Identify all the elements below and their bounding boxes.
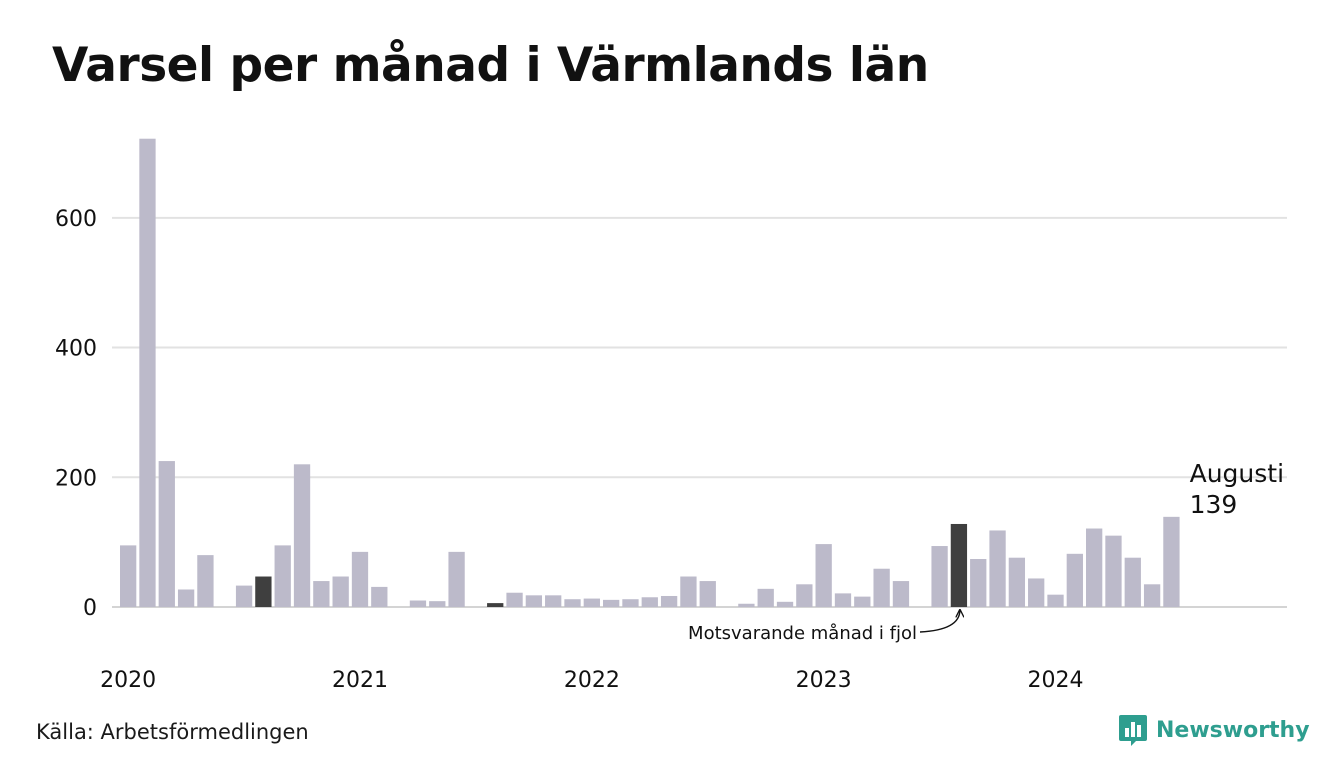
x-tick-label: 2024 [1028,668,1084,693]
chart-title: Varsel per månad i Värmlands län [52,38,929,93]
bar [1008,557,1026,607]
highlight-value-label: 139 [1190,490,1238,519]
y-tick-label: 400 [55,337,97,362]
bar [660,595,678,607]
bar [1028,578,1045,607]
bar [1066,553,1083,607]
bar [351,551,369,607]
y-tick-label: 0 [83,596,97,621]
x-tick-label: 2023 [796,668,852,693]
bar [815,544,832,607]
bar [989,530,1006,607]
bar [235,585,253,607]
bar [197,555,214,607]
bar [873,568,890,607]
bar [1105,535,1122,607]
bar [1163,516,1180,607]
comparison-bar [255,576,272,607]
bar [1143,584,1161,607]
bar [545,595,562,607]
bar [680,576,697,607]
bar [622,599,639,607]
bar [641,597,658,607]
brand-name: Newsworthy [1156,717,1310,743]
x-tick-label: 2020 [100,668,156,693]
annotation-arrow [919,610,960,633]
y-tick-label: 600 [55,207,97,232]
bar [834,593,852,607]
bar [603,599,620,607]
comparison-bar [487,603,504,607]
bar [313,581,330,607]
x-tick-label: 2021 [332,668,388,693]
bar [776,601,794,607]
bar [970,559,987,607]
bar [177,589,195,607]
bar [120,545,137,607]
bar [583,598,600,607]
y-tick-label: 200 [55,466,97,491]
bar [796,584,813,607]
bar [892,581,910,607]
highlight-month-label: Augusti [1190,459,1284,488]
annotation-text: Motsvarande månad i fjol [688,623,917,644]
bar [274,545,291,607]
bar [525,595,543,607]
bar [293,464,311,607]
bar [409,600,427,607]
brand-logo[interactable]: Newsworthy [1118,713,1310,747]
bar [332,576,349,607]
bar [1086,528,1103,607]
bar-chart: 0 200 400 600 2020 2021 2022 2023 2024 Augusti139… [55,138,1287,693]
bar [564,599,581,607]
bar [1124,557,1141,607]
bar [699,581,716,607]
bar [738,603,755,607]
bar [506,592,523,607]
bar [854,596,871,607]
bar [1047,594,1064,607]
bar [448,551,465,607]
newsworthy-logo-icon [1119,715,1147,746]
bar [931,546,948,607]
comparison-bar [950,523,968,607]
bar [429,601,446,607]
bar [757,588,774,607]
source-note: Källa: Arbetsförmedlingen [36,720,309,744]
x-tick-label: 2022 [564,668,620,693]
bar [139,138,156,607]
bar [158,461,175,607]
bar [371,586,388,607]
